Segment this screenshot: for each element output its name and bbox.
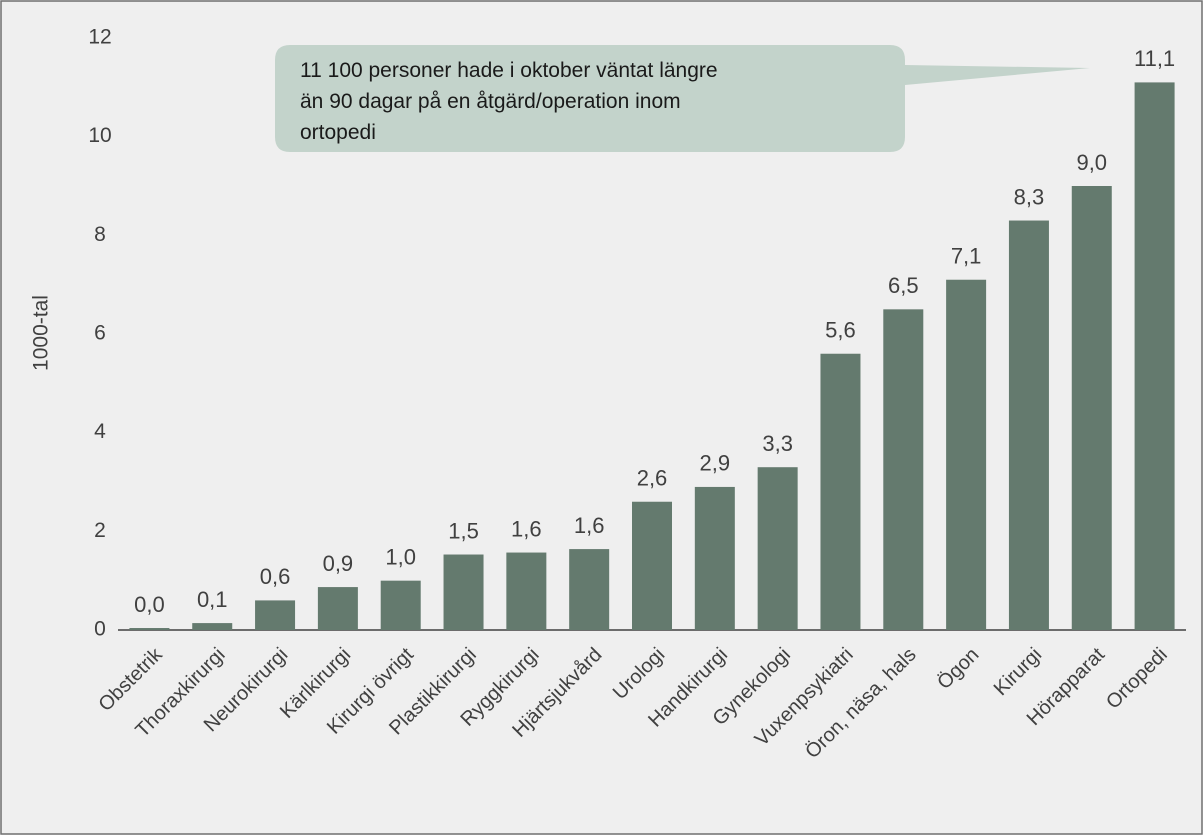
value-label: 0,0 xyxy=(134,592,165,617)
y-tick-label: 0 xyxy=(94,618,106,641)
bar xyxy=(694,486,735,630)
annotation-line: 11 100 personer hade i oktober väntat lä… xyxy=(300,59,718,82)
bar xyxy=(129,628,170,630)
bar xyxy=(380,580,421,630)
bar xyxy=(192,623,233,630)
bar xyxy=(506,552,547,630)
callout xyxy=(275,45,1090,152)
bar xyxy=(1008,220,1049,631)
bar xyxy=(443,554,484,630)
value-label: 3,3 xyxy=(762,431,793,456)
y-tick-label: 2 xyxy=(94,519,106,542)
y-tick-label: 4 xyxy=(94,420,106,443)
value-label: 9,0 xyxy=(1076,150,1107,175)
bar xyxy=(883,309,924,630)
value-label: 8,3 xyxy=(1014,184,1045,209)
bar xyxy=(1134,82,1175,630)
y-tick-label: 8 xyxy=(94,223,106,246)
bar xyxy=(255,600,296,630)
value-label: 1,5 xyxy=(448,518,479,543)
value-label: 2,6 xyxy=(637,466,668,491)
bar xyxy=(946,279,987,630)
y-axis-label: 1000-tal xyxy=(30,295,53,371)
y-tick-label: 12 xyxy=(88,26,111,49)
bar xyxy=(1071,186,1112,630)
bar xyxy=(757,467,798,630)
annotation-line: ortopedi xyxy=(300,121,376,144)
value-label: 0,6 xyxy=(260,564,291,589)
bar xyxy=(820,353,861,630)
y-tick-label: 6 xyxy=(94,322,106,345)
value-label: 1,6 xyxy=(574,513,605,538)
value-label: 2,9 xyxy=(700,451,731,476)
value-label: 1,6 xyxy=(511,516,542,541)
bar xyxy=(317,587,358,630)
bar xyxy=(632,501,672,630)
bar xyxy=(569,549,610,630)
value-label: 0,1 xyxy=(197,587,228,612)
value-label: 5,6 xyxy=(825,318,856,343)
value-label: 1,0 xyxy=(385,544,416,569)
value-label: 11,1 xyxy=(1134,46,1175,71)
value-label: 6,5 xyxy=(888,273,919,298)
annotation-line: än 90 dagar på en åtgärd/operation inom xyxy=(300,90,681,113)
value-label: 0,9 xyxy=(323,551,354,576)
y-tick-label: 10 xyxy=(88,124,111,147)
value-label: 7,1 xyxy=(951,244,982,269)
